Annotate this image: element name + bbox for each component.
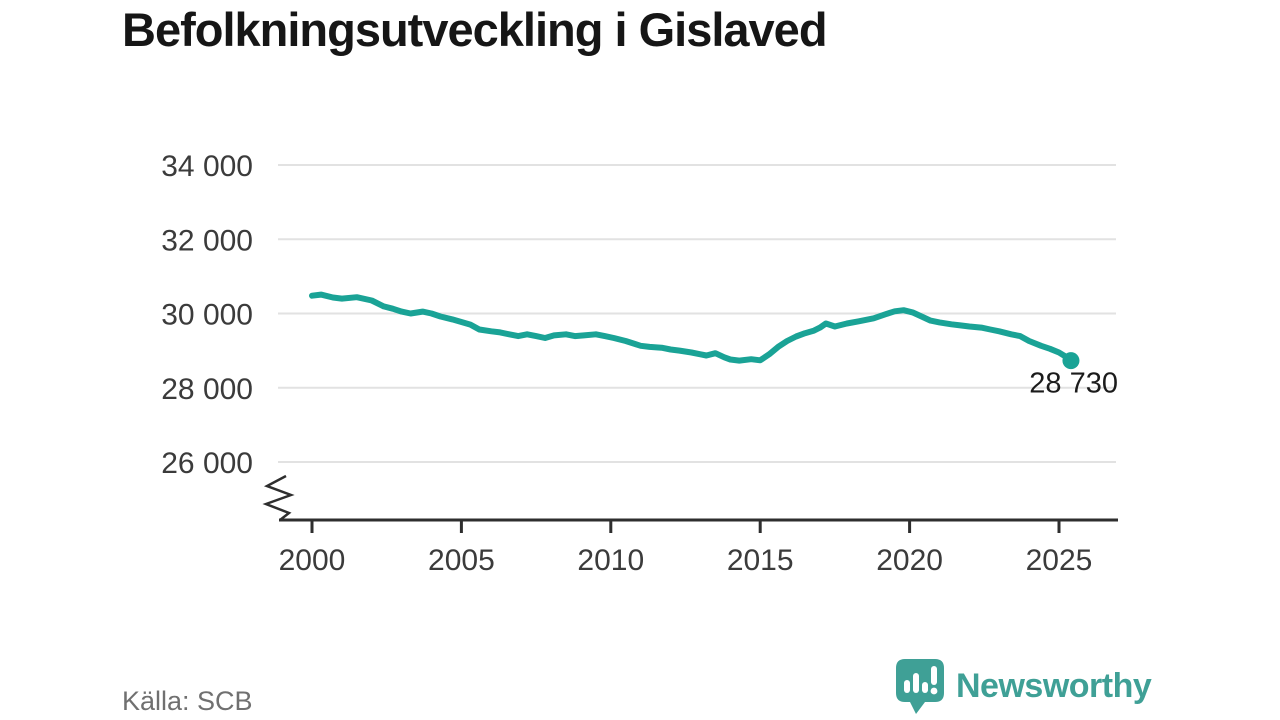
- y-tick-label: 32 000: [161, 224, 253, 257]
- chart-title: Befolkningsutveckling i Gislaved: [122, 3, 828, 56]
- x-tick-label: 2010: [577, 544, 644, 577]
- y-tick-label: 34 000: [161, 150, 253, 183]
- population-line-chart: 34 000 32 000 30 000 28 000 26 000 2000 2005 20…: [161, 150, 1118, 577]
- newsworthy-logo-text: Newsworthy: [956, 667, 1152, 705]
- logo-bar-3: [922, 682, 928, 693]
- x-tick-label: 2025: [1026, 544, 1093, 577]
- population-line: [309, 291, 1074, 364]
- speech-bubble-shape: [896, 659, 944, 714]
- y-tick-label: 30 000: [161, 299, 253, 332]
- newsworthy-logo-icon: [896, 659, 944, 714]
- logo-bar-1: [904, 680, 910, 693]
- logo-exclamation-bar: [931, 666, 937, 685]
- end-value-label: 28 730: [1029, 368, 1118, 400]
- logo-exclamation-dot: [930, 687, 938, 695]
- x-tick-label: 2015: [727, 544, 794, 577]
- line-end-dot: [1062, 352, 1080, 370]
- newsworthy-logo: Newsworthy: [895, 658, 1152, 715]
- source-credit: Källa: SCB: [122, 686, 253, 716]
- x-tick-label: 2000: [279, 544, 346, 577]
- axis-break-zigzag: [262, 474, 295, 521]
- logo-bar-2: [913, 673, 919, 693]
- y-tick-label: 28 000: [161, 373, 253, 406]
- y-tick-label: 26 000: [161, 447, 253, 480]
- x-tick-label: 2020: [876, 544, 943, 577]
- x-tick-label: 2005: [428, 544, 495, 577]
